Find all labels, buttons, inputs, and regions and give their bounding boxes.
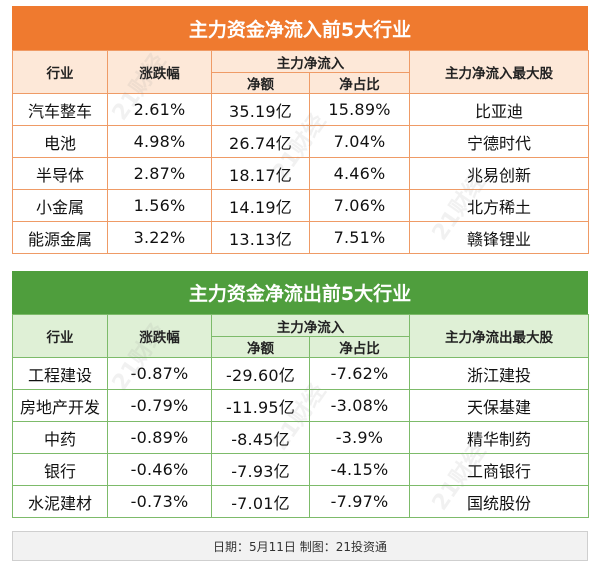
ratio-cell: -7.62%	[309, 357, 410, 390]
table-row: 电池 4.98% 26.74亿 7.04% 宁德时代	[12, 125, 589, 158]
header-industry: 行业	[12, 50, 108, 94]
stock-cell: 工商银行	[409, 453, 589, 486]
header-net-amount: 净额	[211, 72, 310, 94]
amount-cell: -11.95亿	[211, 389, 310, 422]
ratio-cell: -3.08%	[309, 389, 410, 422]
ratio-cell: 7.51%	[309, 221, 410, 254]
header-change: 涨跌幅	[107, 50, 212, 94]
industry-cell: 汽车整车	[12, 93, 108, 126]
stock-cell: 国统股份	[409, 485, 589, 518]
stock-cell: 宁德时代	[409, 125, 589, 158]
ratio-cell: 4.46%	[309, 157, 410, 190]
change-cell: -0.73%	[107, 485, 212, 518]
amount-cell: -8.45亿	[211, 421, 310, 454]
ratio-cell: -3.9%	[309, 421, 410, 454]
stock-cell: 天保基建	[409, 389, 589, 422]
industry-cell: 中药	[12, 421, 108, 454]
amount-cell: 35.19亿	[211, 93, 310, 126]
header-top-stock: 主力净流出最大股	[409, 314, 589, 358]
header-main-net: 主力净流入	[211, 314, 410, 337]
table-row: 小金属 1.56% 14.19亿 7.06% 北方稀土	[12, 189, 589, 222]
change-cell: -0.46%	[107, 453, 212, 486]
stock-cell: 比亚迪	[409, 93, 589, 126]
amount-cell: -7.93亿	[211, 453, 310, 486]
ratio-cell: 15.89%	[309, 93, 410, 126]
stock-cell: 北方稀土	[409, 189, 589, 222]
inflow-title: 主力资金净流入前5大行业	[12, 6, 588, 50]
amount-cell: 18.17亿	[211, 157, 310, 190]
change-cell: 3.22%	[107, 221, 212, 254]
header-main-net: 主力净流入	[211, 50, 410, 73]
header-net-ratio: 净占比	[309, 72, 410, 94]
industry-cell: 半导体	[12, 157, 108, 190]
industry-cell: 房地产开发	[12, 389, 108, 422]
amount-cell: 14.19亿	[211, 189, 310, 222]
change-cell: 4.98%	[107, 125, 212, 158]
outflow-title: 主力资金净流出前5大行业	[12, 271, 588, 314]
ratio-cell: -7.97%	[309, 485, 410, 518]
header-top-stock: 主力净流入最大股	[409, 50, 589, 94]
table-row: 房地产开发 -0.79% -11.95亿 -3.08% 天保基建	[12, 389, 589, 422]
change-cell: -0.79%	[107, 389, 212, 422]
table-row: 水泥建材 -0.73% -7.01亿 -7.97% 国统股份	[12, 485, 589, 518]
amount-cell: 13.13亿	[211, 221, 310, 254]
table-row: 银行 -0.46% -7.93亿 -4.15% 工商银行	[12, 453, 589, 486]
header-net-amount: 净额	[211, 336, 310, 358]
industry-cell: 电池	[12, 125, 108, 158]
industry-cell: 水泥建材	[12, 485, 108, 518]
outflow-table: 行业 涨跌幅 主力净流入 主力净流出最大股 净额 净占比 工程建设 -0.87%…	[12, 314, 589, 518]
change-cell: 2.61%	[107, 93, 212, 126]
industry-cell: 银行	[12, 453, 108, 486]
ratio-cell: -4.15%	[309, 453, 410, 486]
inflow-table: 行业 涨跌幅 主力净流入 主力净流入最大股 净额 净占比 汽车整车 2.61% …	[12, 50, 589, 254]
stock-cell: 兆易创新	[409, 157, 589, 190]
change-cell: 1.56%	[107, 189, 212, 222]
stock-cell: 赣锋锂业	[409, 221, 589, 254]
amount-cell: -7.01亿	[211, 485, 310, 518]
header-industry: 行业	[12, 314, 108, 358]
footer-caption: 日期：5月11日 制图：21投资通	[12, 531, 588, 561]
industry-cell: 小金属	[12, 189, 108, 222]
header-net-ratio: 净占比	[309, 336, 410, 358]
header-change: 涨跌幅	[107, 314, 212, 358]
table-row: 能源金属 3.22% 13.13亿 7.51% 赣锋锂业	[12, 221, 589, 254]
change-cell: -0.87%	[107, 357, 212, 390]
table-row: 半导体 2.87% 18.17亿 4.46% 兆易创新	[12, 157, 589, 190]
change-cell: -0.89%	[107, 421, 212, 454]
amount-cell: 26.74亿	[211, 125, 310, 158]
ratio-cell: 7.06%	[309, 189, 410, 222]
stock-cell: 精华制药	[409, 421, 589, 454]
table-row: 中药 -0.89% -8.45亿 -3.9% 精华制药	[12, 421, 589, 454]
stock-cell: 浙江建投	[409, 357, 589, 390]
change-cell: 2.87%	[107, 157, 212, 190]
ratio-cell: 7.04%	[309, 125, 410, 158]
table-row: 工程建设 -0.87% -29.60亿 -7.62% 浙江建投	[12, 357, 589, 390]
table-row: 汽车整车 2.61% 35.19亿 15.89% 比亚迪	[12, 93, 589, 126]
industry-cell: 工程建设	[12, 357, 108, 390]
amount-cell: -29.60亿	[211, 357, 310, 390]
industry-cell: 能源金属	[12, 221, 108, 254]
